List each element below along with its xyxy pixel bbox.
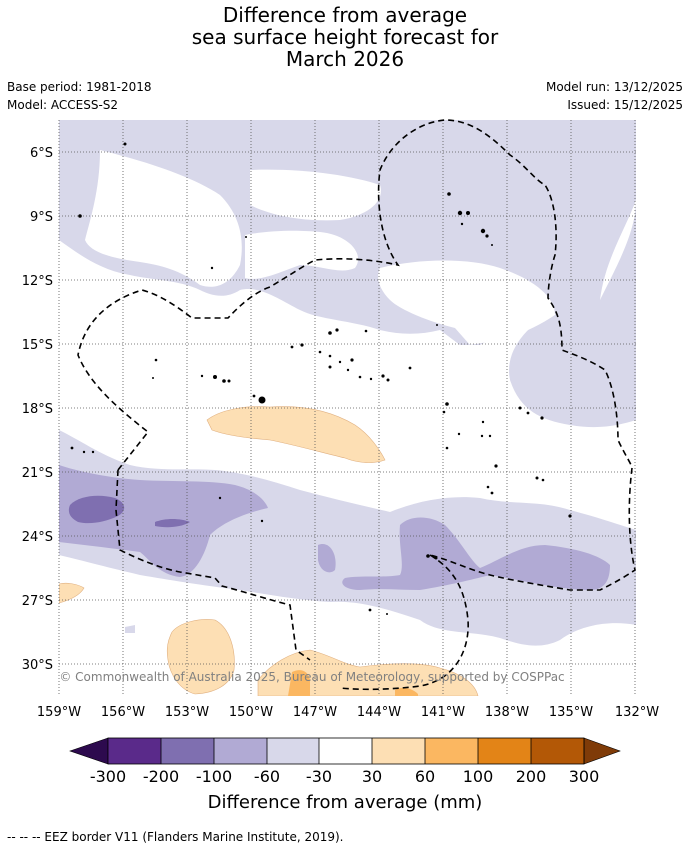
positive-region-southwest [166, 619, 235, 695]
neutral-gap-d [250, 169, 381, 221]
colorbar-label-4: -30 [305, 767, 333, 786]
neutral-gap-b [245, 230, 359, 279]
colorbar-title: Difference from average (mm) [207, 792, 483, 813]
lon-label-147w: 147°W [293, 705, 337, 720]
colorbar-bin-6 [372, 738, 425, 764]
lat-label-6s: 6°S [30, 146, 53, 161]
colorbar-bin-1 [108, 738, 161, 764]
positive-core-south [288, 670, 310, 696]
positive-region-south [257, 649, 479, 696]
model-name: Model: ACCESS-S2 [7, 98, 119, 112]
colorbar-label-6: 60 [414, 767, 436, 786]
neutral-gap-c [378, 260, 555, 345]
lat-label-18s: 18°S [22, 402, 53, 417]
lat-label-12s: 12°S [22, 274, 53, 289]
model-run: Model run: 13/12/2025 [545, 80, 683, 94]
colorbar-label-7: 100 [462, 767, 494, 786]
anomaly-patch-small [125, 625, 135, 633]
lon-label-141w: 141°W [421, 705, 465, 720]
ssh-anomaly-field [59, 120, 636, 696]
colorbar-bin-4 [267, 738, 319, 764]
positive-core-south-2 [395, 687, 418, 696]
meta-right: Model run: 13/12/2025 Issued: 15/12/2025 [546, 78, 683, 114]
colorbar-bin-7 [425, 738, 478, 764]
lon-axis-labels: 159°W 156°W 153°W 150°W 147°W 144°W 141°… [37, 705, 659, 720]
gridlines [58, 120, 636, 696]
anomaly-core-mid [155, 519, 190, 528]
title-line-1: Difference from average [222, 3, 468, 27]
lon-label-153w: 153°W [165, 705, 209, 720]
colorbar-extend-min [69, 737, 109, 765]
meta-left: Base period: 1981-2018 Model: ACCESS-S2 [7, 78, 152, 114]
copyright-notice: © Commonwealth of Australia 2025, Bureau… [59, 670, 564, 684]
anomaly-band-central [318, 544, 336, 573]
lon-label-159w: 159°W [37, 705, 81, 720]
colorbar-label-8: 200 [515, 767, 547, 786]
anomaly-band-east [342, 517, 610, 590]
anomaly-region-east [509, 200, 636, 428]
colorbar-bin-3 [214, 738, 267, 764]
lon-label-156w: 156°W [101, 705, 145, 720]
lat-label-15s: 15°S [22, 338, 53, 353]
neutral-gap-a [85, 150, 242, 287]
lon-label-132w: 132°W [615, 705, 659, 720]
colorbar-label-5: 30 [361, 767, 383, 786]
issued-date: Issued: 15/12/2025 [567, 98, 683, 112]
colorbar-bin-8 [478, 738, 531, 764]
lat-label-30s: 30°S [22, 658, 53, 673]
eez-borders [77, 119, 636, 691]
eez-footnote: -- -- -- EEZ border V11 (Flanders Marine… [7, 830, 344, 844]
lat-label-21s: 21°S [22, 466, 53, 481]
title-line-3: March 2026 [285, 47, 405, 71]
lon-label-135w: 135°W [549, 705, 593, 720]
colorbar-label-2: -100 [195, 767, 233, 786]
colorbar-label-3: -60 [253, 767, 281, 786]
positive-patch-edge [59, 582, 85, 604]
lon-label-150w: 150°W [229, 705, 273, 720]
chart-title: Difference from average sea surface heig… [0, 4, 690, 70]
lon-label-138w: 138°W [485, 705, 529, 720]
colorbar [69, 737, 621, 765]
lon-label-144w: 144°W [357, 705, 401, 720]
islands [70, 142, 572, 615]
lat-label-9s: 9°S [30, 210, 53, 225]
colorbar-bin-5 [319, 738, 372, 764]
colorbar-bin-9 [531, 738, 584, 764]
colorbar-label-0: -300 [89, 767, 127, 786]
title-line-2: sea surface height forecast for [191, 25, 499, 49]
eez-south-west [115, 469, 311, 661]
colorbar-extend-max [583, 737, 621, 765]
colorbar-label-9: 300 [568, 767, 600, 786]
colorbar-label-1: -200 [142, 767, 180, 786]
positive-region-central [206, 406, 386, 463]
lat-label-24s: 24°S [22, 530, 53, 545]
colorbar-bin-2 [161, 738, 214, 764]
lat-axis-labels: 6°S 9°S 12°S 15°S 18°S 21°S 24°S 27°S 30… [22, 146, 53, 673]
lat-label-27s: 27°S [22, 594, 53, 609]
base-period: Base period: 1981-2018 [7, 80, 152, 94]
anomaly-core-west [68, 495, 125, 524]
eez-cook-islands [77, 119, 636, 591]
